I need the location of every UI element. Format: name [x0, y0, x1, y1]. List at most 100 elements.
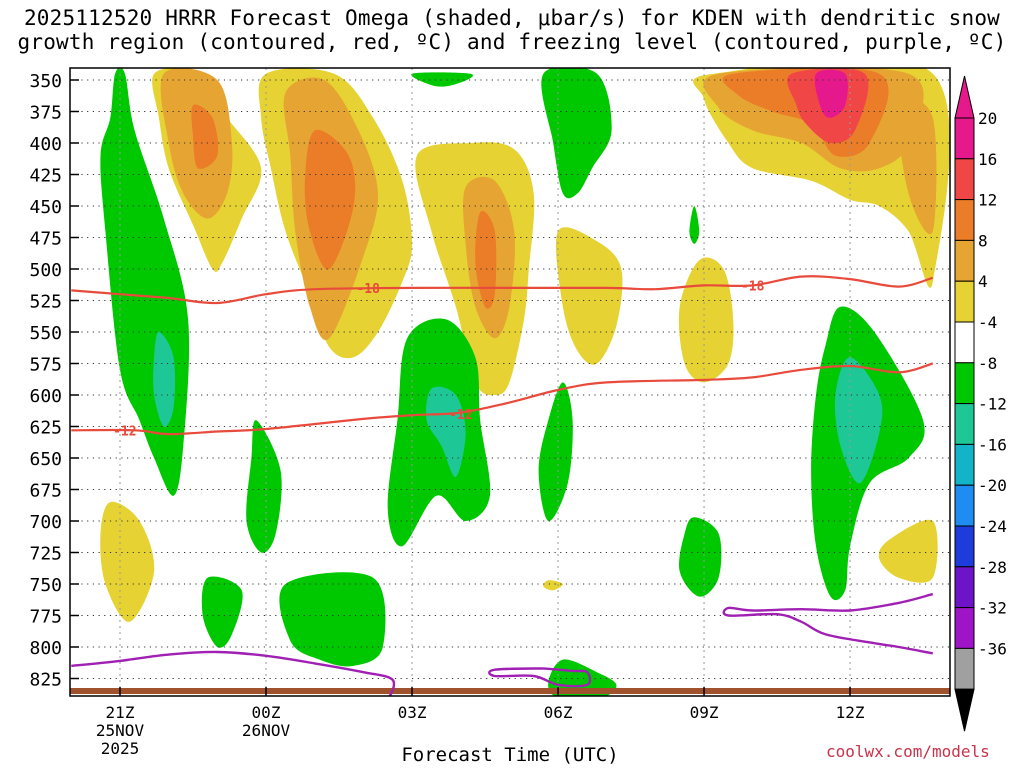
- omega-region-22: [246, 420, 282, 553]
- contour-label-minus12-a: -12: [113, 424, 136, 439]
- colorbar-under-triangle: [954, 688, 975, 732]
- x-tick-label-00Z: 00Z: [252, 703, 281, 722]
- colorbar-bin--8: [954, 362, 975, 405]
- colorbar-label--36: -36: [978, 639, 1007, 658]
- colorbar-bin--24: [954, 525, 975, 568]
- colorbar-bin--16: [954, 443, 975, 486]
- omega-region-28: [201, 576, 243, 648]
- omega-region-30: [679, 517, 722, 597]
- omega-shading: [100, 68, 950, 696]
- x-tick-year-21Z: 2025: [101, 739, 140, 758]
- x-axis-label: Forecast Time (UTC): [401, 744, 619, 766]
- colorbar-label--16: -16: [978, 435, 1007, 454]
- colorbar-label--20: -20: [978, 476, 1007, 495]
- colorbar-bin-12: [954, 199, 975, 241]
- omega-region-34: [426, 386, 466, 478]
- omega-region-7: [878, 519, 938, 583]
- colorbar-label-4: 4: [978, 272, 988, 291]
- colorbar-label--28: -28: [978, 558, 1007, 577]
- terrain-bar: [70, 688, 950, 694]
- site-credit: coolwx.com/models: [826, 742, 990, 761]
- y-tick-label-650: 650: [29, 449, 62, 470]
- omega-region-14: [897, 98, 937, 235]
- colorbar-label-20: 20: [978, 109, 997, 128]
- y-tick-label-425: 425: [29, 166, 62, 187]
- colorbar-bin-8: [954, 239, 975, 282]
- y-tick-label-775: 775: [29, 607, 62, 628]
- x-tick-label-09Z: 09Z: [690, 703, 719, 722]
- freezing-level-line-1: [488, 667, 592, 688]
- omega-region-24: [541, 68, 612, 199]
- x-tick-label-21Z: 21Z: [106, 703, 135, 722]
- y-tick-label-825: 825: [29, 670, 62, 691]
- y-tick-label-625: 625: [29, 418, 62, 439]
- colorbar-label--24: -24: [978, 517, 1007, 536]
- y-tick-label-400: 400: [29, 134, 62, 155]
- title-line-2: growth region (contoured, red, ºC) and f…: [17, 30, 1007, 54]
- colorbar-label-8: 8: [978, 231, 988, 250]
- contour-label-minus18-b: -18: [741, 279, 765, 294]
- omega-region-15: [191, 104, 219, 169]
- omega-region-4: [555, 227, 623, 365]
- omega-region-20: [814, 69, 848, 118]
- pressure-axis: 350 375 400 425 450 475 500 525 550 575 600 625 650 6…: [29, 71, 79, 691]
- omega-region-26: [689, 206, 700, 244]
- omega-region-35: [834, 357, 883, 484]
- y-tick-label-675: 675: [29, 481, 62, 502]
- y-tick-label-725: 725: [29, 544, 62, 565]
- y-tick-label-450: 450: [29, 197, 62, 218]
- x-tick-date-21Z: 25NOV: [96, 721, 145, 740]
- omega-region-16: [304, 129, 356, 270]
- y-tick-label-600: 600: [29, 386, 62, 407]
- ground-strip: [70, 688, 950, 694]
- y-tick-label-800: 800: [29, 638, 62, 659]
- y-tick-label-475: 475: [29, 229, 62, 250]
- y-tick-label-500: 500: [29, 260, 62, 281]
- colorbar-label-16: 16: [978, 150, 997, 169]
- colorbar-bin--20: [954, 484, 975, 527]
- omega-region-29: [279, 572, 386, 667]
- plot-frame: [69, 67, 951, 697]
- grid-lines: [70, 68, 950, 696]
- y-tick-label-550: 550: [29, 323, 62, 344]
- y-tick-label-525: 525: [29, 292, 62, 313]
- colorbar-label--12: -12: [978, 395, 1007, 414]
- x-tick-label-06Z: 06Z: [544, 703, 573, 722]
- y-tick-label-350: 350: [29, 71, 62, 92]
- contour-label-minus12-b: -12: [449, 408, 472, 423]
- omega-region-27: [411, 72, 474, 87]
- freezing-level-line-0: [71, 650, 396, 696]
- colorbar-bin--32: [954, 607, 975, 649]
- chart-title: 2025112520 HRRR Forecast Omega (shaded, …: [0, 6, 1024, 54]
- omega-region-17: [475, 210, 497, 309]
- colorbar-bin-20: [954, 117, 975, 160]
- colorbar-label--8: -8: [978, 354, 997, 373]
- x-tick-label-12Z: 12Z: [836, 703, 865, 722]
- omega-region-8: [100, 501, 155, 622]
- contour-dgz_minus18: [71, 275, 934, 305]
- colorbar: 20 16 12 8 4 -4 -8 -12 -16 -20 -24 -28 -32 -36: [954, 75, 1007, 732]
- omega-region-5: [678, 257, 734, 383]
- colorbar-over-triangle: [954, 75, 975, 119]
- colorbar-bin-4: [954, 280, 975, 323]
- x-tick-label-03Z: 03Z: [398, 703, 427, 722]
- y-tick-label-575: 575: [29, 355, 62, 376]
- y-tick-label-700: 700: [29, 512, 62, 533]
- colorbar-bin--12: [954, 403, 975, 445]
- y-tick-label-375: 375: [29, 103, 62, 124]
- colorbar-bin--28: [954, 566, 975, 609]
- colorbar-label-12: 12: [978, 191, 997, 210]
- colorbar-label--32: -32: [978, 599, 1007, 618]
- contour-dgz_minus12: [71, 362, 934, 436]
- y-tick-label-750: 750: [29, 575, 62, 596]
- contour-label-minus18-a: -18: [356, 282, 380, 297]
- x-tick-date-00Z: 26NOV: [242, 721, 291, 740]
- contour-lines: [71, 275, 934, 696]
- title-line-1: 2025112520 HRRR Forecast Omega (shaded, …: [23, 6, 1001, 30]
- colorbar-bin--36: [954, 647, 975, 690]
- colorbar-label--4: -4: [978, 313, 997, 332]
- freezing-level-line-2: [722, 592, 934, 655]
- omega-region-25: [538, 382, 573, 522]
